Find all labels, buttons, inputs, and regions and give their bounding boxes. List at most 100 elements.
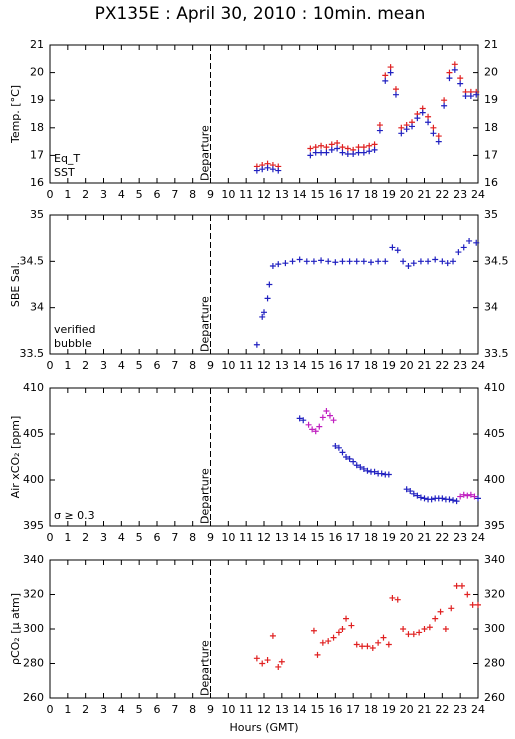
data-point	[398, 130, 405, 137]
x-tick-label: 22	[435, 188, 449, 201]
data-point	[269, 166, 276, 173]
x-tick-label: 7	[171, 359, 178, 372]
x-tick-label: 8	[189, 188, 196, 201]
data-point	[464, 591, 471, 598]
data-point	[339, 449, 346, 456]
data-point	[346, 455, 353, 462]
y-tick-label: 410	[23, 381, 44, 394]
data-point	[364, 467, 371, 474]
data-point	[394, 596, 401, 603]
x-tick-label: 10	[221, 188, 235, 201]
x-tick-label: 13	[275, 359, 289, 372]
data-point	[407, 488, 414, 495]
x-tick-label: 9	[207, 703, 214, 716]
data-point	[371, 146, 378, 153]
data-point	[312, 149, 319, 156]
x-tick-label: 23	[453, 703, 467, 716]
data-point	[334, 145, 341, 152]
x-tick-label: 10	[221, 531, 235, 544]
data-point	[457, 493, 464, 500]
x-tick-label: 4	[118, 531, 125, 544]
data-point	[467, 93, 474, 100]
data-point	[350, 151, 357, 158]
data-point	[353, 462, 360, 469]
data-point	[410, 260, 417, 267]
data-point	[330, 634, 337, 641]
chart-title: PX135E : April 30, 2010 : 10min. mean	[95, 4, 426, 24]
data-point	[451, 61, 458, 68]
x-tick-label: 7	[171, 703, 178, 716]
x-tick-label: 2	[82, 188, 89, 201]
data-point	[421, 495, 428, 502]
data-point	[471, 493, 478, 500]
data-point	[314, 651, 321, 658]
x-tick-label: 16	[328, 188, 342, 201]
x-tick-label: 3	[100, 531, 107, 544]
x-tick-label: 16	[328, 531, 342, 544]
data-point	[353, 641, 360, 648]
data-point	[343, 454, 350, 460]
data-point	[425, 119, 432, 126]
data-point	[378, 470, 385, 477]
data-point	[253, 341, 260, 348]
data-point	[414, 492, 421, 499]
data-point	[409, 123, 416, 130]
data-point	[457, 80, 464, 87]
data-point	[344, 145, 351, 152]
data-point	[441, 102, 448, 109]
data-point	[318, 149, 325, 156]
x-tick-label: 14	[293, 703, 307, 716]
x-tick-label: 9	[207, 359, 214, 372]
data-point	[355, 144, 362, 151]
data-point	[323, 144, 330, 151]
data-point	[450, 258, 457, 265]
data-point	[346, 258, 353, 265]
x-tick-label: 13	[275, 531, 289, 544]
data-point	[264, 657, 271, 664]
x-tick-label: 19	[382, 188, 396, 201]
data-point	[453, 582, 460, 589]
data-point	[375, 639, 382, 646]
x-tick-label: 6	[154, 359, 161, 372]
x-tick-label: 16	[328, 703, 342, 716]
y-tick-label: 410	[484, 381, 505, 394]
data-point	[380, 634, 387, 641]
x-tick-label: 20	[400, 531, 414, 544]
x-tick-label: 17	[346, 359, 360, 372]
x-tick-label: 1	[64, 188, 71, 201]
x-tick-label: 11	[239, 703, 253, 716]
plot-frame	[49, 214, 479, 355]
data-point	[441, 97, 448, 104]
x-tick-label: 0	[47, 531, 54, 544]
data-point	[410, 631, 417, 638]
data-point	[389, 594, 396, 601]
data-point	[360, 258, 367, 265]
y-axis-label: SBE Sal.	[9, 262, 22, 307]
x-tick-label: 2	[82, 703, 89, 716]
data-point	[428, 496, 435, 503]
data-point	[355, 149, 362, 156]
data-point	[382, 77, 389, 84]
x-tick-label: 15	[311, 359, 325, 372]
data-point	[430, 124, 437, 131]
x-tick-label: 20	[400, 188, 414, 201]
data-point	[403, 486, 410, 493]
y-tick-label: 33.5	[20, 347, 45, 360]
data-point	[453, 498, 460, 505]
data-point	[444, 260, 451, 267]
y-tick-label: 280	[484, 657, 505, 670]
data-point	[403, 126, 410, 133]
x-tick-label: 15	[311, 703, 325, 716]
x-tick-label: 18	[364, 188, 378, 201]
data-point	[335, 629, 342, 636]
y-tick-label: 340	[23, 553, 44, 566]
x-tick-label: 5	[136, 703, 143, 716]
data-point	[462, 93, 469, 100]
data-point	[364, 643, 371, 650]
data-point	[323, 408, 330, 414]
x-tick-label: 0	[47, 359, 54, 372]
x-tick-label: 5	[136, 531, 143, 544]
data-point	[360, 465, 367, 472]
